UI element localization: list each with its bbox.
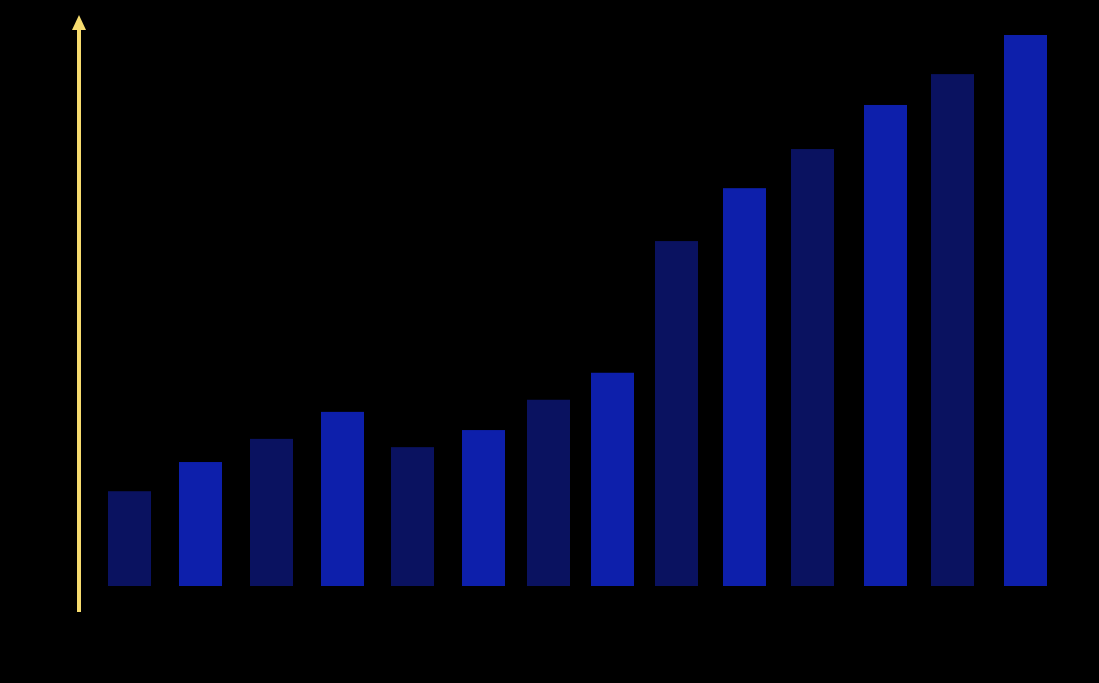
bar-7 [527,399,570,586]
bar-2 [179,462,222,586]
bar-4 [321,411,364,586]
bar-12 [864,104,907,587]
bars-group [108,35,1047,587]
bar-9 [655,241,698,586]
bar-14 [1004,35,1047,586]
y-axis-arrow-icon [72,15,86,30]
bar-13 [931,74,974,586]
bar-8 [591,372,634,586]
bar-5 [391,447,434,586]
bar-1 [108,491,151,586]
bar-6 [462,430,505,586]
bar-11 [791,149,834,586]
bar-10 [723,188,766,587]
bar-3 [250,438,293,586]
